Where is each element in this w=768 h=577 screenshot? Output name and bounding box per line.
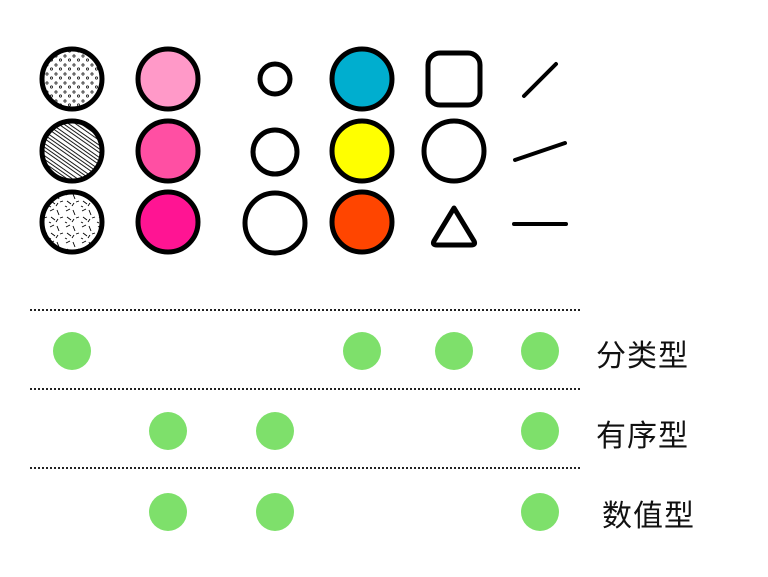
yellow-circle — [329, 118, 395, 184]
match-dot-ordinal-color-value — [149, 412, 187, 450]
shape-column — [421, 50, 487, 248]
match-dot-numerical-size — [256, 493, 294, 531]
visual-channel-glyphs — [39, 46, 568, 256]
row-label-numerical: 数值型 — [602, 499, 695, 534]
deep-pink-circle — [135, 189, 201, 255]
circle-icon — [421, 118, 487, 184]
row-divider-top — [30, 309, 580, 311]
row-label-ordinal: 有序型 — [596, 419, 689, 454]
triangle-icon — [430, 205, 478, 248]
medium-circle — [250, 127, 300, 177]
row-divider-bottom — [30, 467, 580, 469]
orientation-column — [512, 62, 568, 226]
steep-line-icon — [522, 62, 558, 98]
match-dot-categorical-texture — [53, 332, 91, 370]
match-dot-categorical-orientation — [521, 332, 559, 370]
row-label-categorical: 分类型 — [596, 339, 689, 374]
cyan-circle — [329, 46, 395, 112]
color-hue-column — [329, 46, 395, 255]
match-dot-numerical-orientation — [521, 493, 559, 531]
texture-column — [39, 46, 105, 255]
orange-red-circle — [329, 189, 395, 255]
scatter-texture-icon — [39, 189, 105, 255]
row-divider-middle — [30, 388, 580, 390]
small-circle — [257, 61, 293, 97]
slanted-line-icon — [513, 141, 567, 162]
medium-pink-circle — [135, 118, 201, 184]
light-pink-circle — [135, 46, 201, 112]
color-value-column — [135, 46, 201, 255]
hatch-texture-icon — [39, 118, 105, 184]
match-dot-ordinal-orientation — [521, 412, 559, 450]
match-dot-ordinal-size — [256, 412, 294, 450]
match-dot-categorical-shape — [435, 332, 473, 370]
rounded-square-icon — [425, 50, 483, 108]
match-dot-categorical-color-hue — [343, 332, 381, 370]
match-dot-numerical-color-value — [149, 493, 187, 531]
dots-texture-icon — [39, 46, 105, 112]
size-column — [242, 61, 308, 256]
large-circle — [242, 190, 308, 256]
